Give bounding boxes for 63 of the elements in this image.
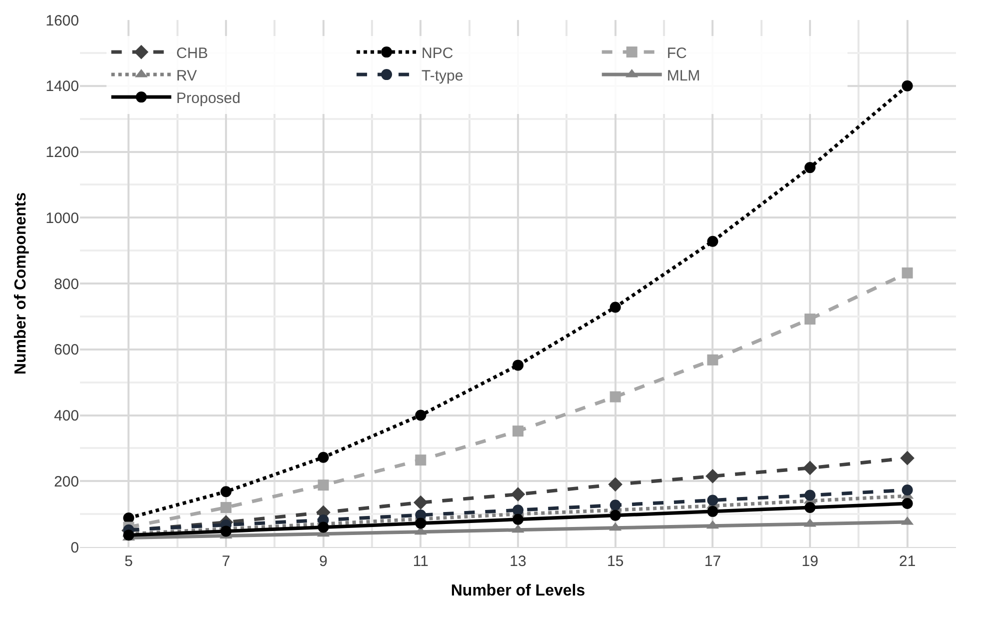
legend-label: FC: [666, 44, 688, 62]
legend-label: NPC: [422, 44, 454, 62]
point: [220, 526, 232, 537]
y-tick-label: 400: [54, 408, 79, 424]
x-tick-label: 19: [802, 553, 818, 570]
legend-label: MLM: [666, 67, 700, 84]
point: [707, 354, 718, 366]
point: [902, 484, 913, 496]
legend-label: T-type: [422, 67, 464, 84]
point: [610, 500, 621, 511]
point: [804, 502, 816, 513]
legend-label: Proposed: [176, 90, 240, 107]
y-tick-label: 0: [70, 539, 79, 556]
y-tick-label: 1200: [46, 144, 79, 161]
point: [123, 530, 134, 541]
point: [510, 487, 526, 502]
point: [414, 495, 428, 510]
point: [610, 510, 621, 521]
point: [902, 267, 913, 278]
point: [415, 518, 426, 529]
x-tick-label: 5: [124, 553, 133, 570]
y-axis-title: Number of Components: [12, 192, 30, 375]
point: [804, 490, 816, 501]
point: [802, 460, 818, 476]
x-tick-label: 11: [412, 553, 428, 570]
x-tick-label: 21: [898, 553, 916, 570]
point: [318, 480, 329, 491]
point: [610, 302, 621, 313]
point: [804, 314, 816, 325]
y-tick-label: 1000: [46, 210, 79, 227]
x-axis-title: Number of Levels: [450, 582, 586, 600]
point: [707, 506, 718, 517]
point: [902, 498, 913, 510]
point: [415, 410, 426, 421]
point: [804, 162, 816, 174]
point: [220, 502, 232, 513]
point: [512, 360, 524, 371]
point: [318, 452, 329, 463]
legend-label: RV: [176, 67, 197, 84]
y-tick-label: 800: [54, 276, 79, 293]
x-tick-label: 7: [222, 553, 230, 570]
y-tick-label: 1600: [46, 12, 79, 30]
point: [512, 426, 524, 437]
point: [706, 469, 720, 484]
point: [512, 504, 524, 516]
point: [318, 522, 329, 533]
y-tick-label: 200: [54, 473, 79, 490]
point: [220, 486, 232, 498]
point: [512, 514, 524, 525]
y-tick-label: 600: [54, 342, 79, 359]
point: [610, 391, 621, 402]
x-tick-label: 15: [606, 553, 624, 570]
point: [902, 80, 913, 92]
x-tick-label: 17: [704, 553, 722, 570]
point: [900, 450, 914, 466]
point: [415, 454, 426, 466]
legend-label: CHB: [176, 44, 208, 62]
point: [608, 477, 622, 492]
x-tick-label: 13: [510, 553, 526, 570]
y-tick-label: 1400: [46, 78, 79, 96]
point: [707, 494, 718, 506]
x-tick-label: 9: [319, 553, 328, 570]
point: [707, 236, 718, 247]
